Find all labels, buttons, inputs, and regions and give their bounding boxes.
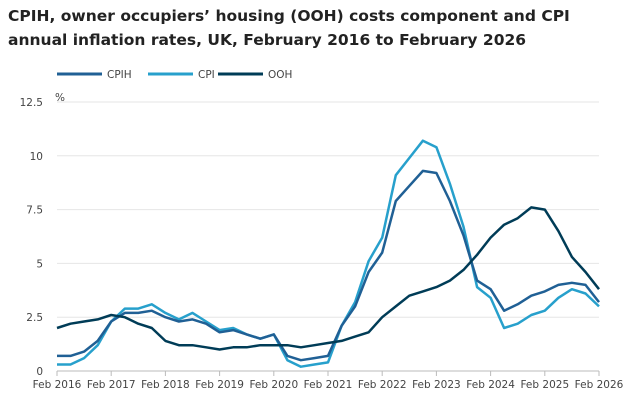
x-tick-label: Feb 2023 — [412, 379, 461, 391]
series-line-ooh — [56, 206, 600, 351]
legend-label-cpi: CPI — [198, 69, 215, 81]
x-tick-label: Feb 2017 — [87, 379, 136, 391]
x-tick-label: Feb 2026 — [575, 379, 624, 391]
series-line-cpih — [57, 169, 600, 362]
x-tick-label: Feb 2024 — [466, 379, 515, 391]
legend-label-cpih: CPIH — [107, 69, 132, 81]
x-tick-label: Feb 2020 — [249, 379, 298, 391]
x-tick-label: Feb 2019 — [195, 379, 244, 391]
y-tick-label: 5 — [36, 258, 43, 270]
y-tick-label: 0 — [36, 366, 43, 378]
x-tick-label: Feb 2025 — [520, 379, 569, 391]
legend-label-ooh: OOH — [268, 69, 292, 81]
y-tick-label: 10 — [30, 151, 43, 163]
y-tick-label: 2.5 — [26, 312, 43, 324]
x-tick-label: Feb 2021 — [304, 379, 353, 391]
y-tick-label: 12.5 — [20, 97, 43, 109]
x-tick-label: Feb 2016 — [33, 379, 82, 391]
x-tick-label: Feb 2018 — [141, 379, 190, 391]
y-tick-label: 7.5 — [26, 205, 43, 217]
series-line-cpi — [57, 139, 600, 368]
x-tick-label: Feb 2022 — [358, 379, 407, 391]
chart-title: CPIH, owner occupiers’ housing (OOH) cos… — [8, 7, 570, 49]
y-axis-label: % — [55, 92, 65, 104]
